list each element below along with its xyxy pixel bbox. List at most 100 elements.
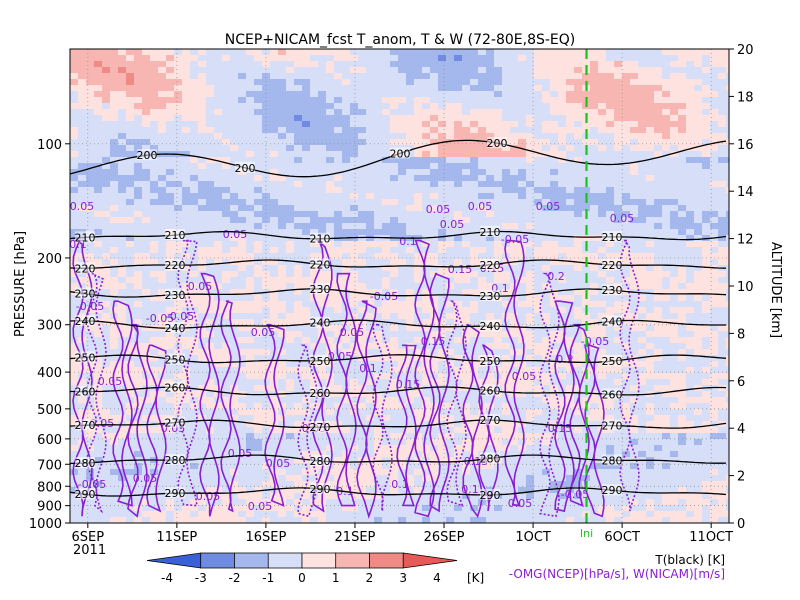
altitude-tick-label: 4 <box>737 422 745 437</box>
vertical-velocity-contour <box>86 272 107 514</box>
time-axis-year: 2011 <box>73 543 106 558</box>
altitude-tick-label: 0 <box>737 517 745 532</box>
vertical-velocity-label: 0.05 <box>133 472 158 485</box>
temperature-contour-label: 280 <box>480 452 501 465</box>
vertical-velocity-contour <box>199 272 220 517</box>
pressure-tick-label: 700 <box>37 458 62 473</box>
vertical-velocity-contour <box>429 272 450 513</box>
legend-temperature: T(black) [K] <box>654 553 725 567</box>
vertical-velocity-label: 0.1 <box>359 362 377 375</box>
colorbar-segment <box>200 552 235 569</box>
colorbar-segment <box>267 552 303 569</box>
vertical-velocity-label: 0.2 <box>556 353 574 366</box>
time-tick-label: 21SEP <box>335 530 376 545</box>
altitude-tick-label: 6 <box>737 375 745 390</box>
time-tick-label: 1OCT <box>515 530 551 545</box>
vertical-velocity-label: 0.05 <box>426 203 451 216</box>
vertical-velocity-label: -0.05 <box>370 290 398 303</box>
pressure-tick-label: 100 <box>37 138 62 153</box>
temperature-contour-label: 220 <box>165 259 186 272</box>
vertical-velocity-label: 0.05 <box>223 228 248 241</box>
vertical-velocity-contour <box>372 323 393 512</box>
temperature-contour-label: 270 <box>602 420 623 433</box>
colorbar-tick-label: -3 <box>195 571 207 585</box>
temperature-contour-label: 240 <box>75 315 96 328</box>
temperature-contour-label: 270 <box>310 421 331 434</box>
temperature-contour-label: 240 <box>165 322 186 335</box>
vertical-velocity-label: 0.15 <box>421 335 446 348</box>
pressure-tick-label: 300 <box>37 319 62 334</box>
colorbar: -4 -3 -2 -1 0 1 2 3 4 [K] <box>146 552 484 585</box>
time-tick-label: 11OCT <box>689 530 733 545</box>
vertical-velocity-contour <box>356 300 377 519</box>
colorbar-segment <box>146 552 202 569</box>
colorbar-tick-label: -2 <box>229 571 241 585</box>
temperature-contour-label: 250 <box>310 355 331 368</box>
vertical-velocity-contour <box>336 272 357 507</box>
vertical-velocity-label: 0.05 <box>508 497 533 510</box>
altitude-tick-label: 2 <box>737 470 745 485</box>
temperature-contour-label: 270 <box>165 417 186 430</box>
altitude-axis: 0 2 4 6 8 10 12 14 16 18 20 <box>729 43 754 532</box>
temperature-contour-label: 220 <box>602 259 623 272</box>
pressure-tick-label: 900 <box>37 500 62 515</box>
pressure-tick-label: 800 <box>37 480 62 495</box>
vertical-velocity-label: -0.05 <box>78 478 106 491</box>
colorbar-tick-label: 4 <box>433 571 441 585</box>
temperature-contour-label: 290 <box>165 487 186 500</box>
vertical-velocity-label: 0.05 <box>90 417 115 430</box>
pressure-axis: 100 200 300 400 500 600 700 800 900 1000 <box>29 138 70 532</box>
vertical-velocity-label: 0.15 <box>448 263 473 276</box>
temperature-contour-label: 200 <box>487 137 508 150</box>
temperature-contour-label: 200 <box>235 162 256 175</box>
chart-title: NCEP+NICAM_fcst T_anom, T & W (72-80E,8S… <box>225 32 576 48</box>
time-tick-label: 11SEP <box>156 530 197 545</box>
temperature-contour-label: 240 <box>602 315 623 328</box>
vertical-velocity-label: 0.05 <box>340 326 365 339</box>
temperature-contour-label: 220 <box>75 262 96 275</box>
vertical-velocity-contour <box>539 272 560 518</box>
colorbar-tick-label: 3 <box>399 571 407 585</box>
colorbar-segment <box>369 552 404 569</box>
vertical-velocity-label: 0.05 <box>251 326 276 339</box>
temperature-contour-label: 270 <box>75 419 96 432</box>
vertical-velocity-contour <box>446 300 467 507</box>
vertical-velocity-contour <box>112 300 133 507</box>
temperature-contour-label: 210 <box>602 231 623 244</box>
temperature-contour-label: 270 <box>480 414 501 427</box>
vertical-velocity-label: 0.1 <box>461 483 479 496</box>
temperature-contour-label: 250 <box>602 355 623 368</box>
vertical-velocity-label: 0.05 <box>228 447 253 460</box>
temperature-contour-label: 280 <box>75 457 96 470</box>
vertical-velocity-label: 0.05 <box>98 375 123 388</box>
pressure-tick-label: 600 <box>37 433 62 448</box>
legend-vertical-velocity: -OMG(NCEP)[hPa/s], W(NICAM)[m/s] <box>509 567 725 581</box>
altitude-tick-label: 12 <box>737 233 754 248</box>
temperature-contour-label: 210 <box>310 233 331 246</box>
temperature-contour-label: 210 <box>480 226 501 239</box>
colorbar-tick-label: 0 <box>298 571 306 585</box>
temperature-contour-label: 280 <box>165 454 186 467</box>
vertical-velocity-label: 0.05 <box>248 500 273 513</box>
time-tick-label: 6OCT <box>604 530 640 545</box>
temperature-contour-label: 280 <box>602 454 623 467</box>
vertical-velocity-contour <box>297 344 318 518</box>
colorbar-tick-label: 2 <box>366 571 374 585</box>
vertical-velocity-contour <box>127 323 148 518</box>
altitude-axis-label: ALTITUDE [km] <box>768 242 783 338</box>
colorbar-segment <box>335 552 370 569</box>
vertical-velocity-contour <box>414 239 435 518</box>
colorbar-segment <box>301 552 337 569</box>
vertical-velocity-label: 0.05 <box>512 370 537 383</box>
colorbar-tick-label: -4 <box>161 571 173 585</box>
forecast-init-line: Ini <box>580 49 593 540</box>
temperature-contour-label: 200 <box>390 147 411 160</box>
altitude-tick-label: 20 <box>737 43 754 58</box>
time-tick-label: 16SEP <box>245 530 286 545</box>
temperature-contour-label: 260 <box>480 385 501 398</box>
temperature-contour-label: 260 <box>310 387 331 400</box>
altitude-tick-label: 10 <box>737 280 754 295</box>
pressure-tick-label: 400 <box>37 366 62 381</box>
vertical-velocity-label: 0.1 <box>399 235 417 248</box>
temperature-contour-label: 230 <box>480 290 501 303</box>
